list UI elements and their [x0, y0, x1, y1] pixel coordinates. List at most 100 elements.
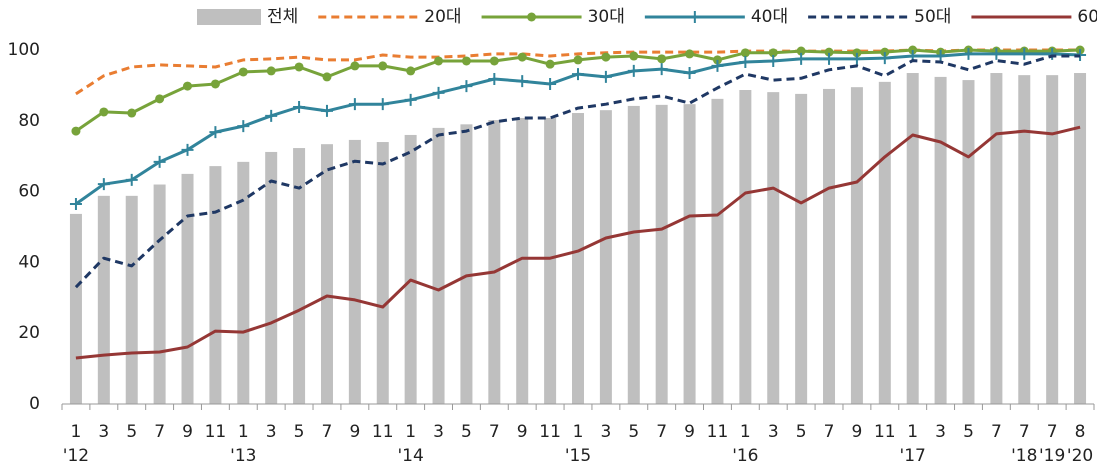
line-marker [181, 143, 194, 156]
line-marker [544, 77, 557, 90]
line-marker [655, 63, 668, 76]
line-marker [69, 197, 82, 210]
x-tick-label: 8 [1075, 422, 1086, 442]
year-label: '13 [230, 446, 256, 466]
line-marker [712, 55, 722, 65]
line-marker [293, 100, 306, 113]
bar [181, 173, 194, 404]
line-marker [657, 54, 667, 64]
line-marker [125, 173, 138, 186]
year-label: '19 [1039, 446, 1065, 466]
line-marker [461, 56, 471, 66]
bar [683, 104, 696, 405]
bar [850, 87, 863, 405]
x-tick-label: 5 [796, 422, 807, 442]
x-tick-label: 9 [517, 422, 528, 442]
line-marker [908, 45, 918, 55]
bar [153, 184, 166, 404]
x-tick-label: 11 [707, 422, 729, 442]
line-marker [153, 155, 166, 168]
line-marker [572, 68, 584, 81]
line-marker [489, 56, 499, 66]
legend-label: 40대 [751, 7, 788, 27]
x-tick-label: 1 [740, 422, 751, 442]
bar [711, 98, 724, 405]
line-marker [688, 11, 701, 23]
x-tick-label: 3 [98, 422, 109, 442]
line-series [75, 125, 1081, 360]
bar [488, 120, 501, 404]
year-label: '20 [1067, 446, 1093, 466]
line-marker [880, 47, 890, 57]
bar [990, 73, 1003, 404]
x-tick-label: 1 [238, 422, 249, 442]
year-label: '16 [732, 446, 758, 466]
line-marker [1018, 47, 1031, 60]
bar [1046, 75, 1059, 404]
line-marker [878, 52, 891, 65]
x-tick-label: 9 [684, 422, 695, 442]
legend-item: 전체 [197, 7, 298, 27]
bar [348, 139, 361, 404]
line-marker [990, 47, 1003, 60]
y-tick-label: 60 [18, 182, 40, 202]
year-label: '18 [1011, 446, 1037, 466]
line-marker [599, 70, 612, 83]
x-tick-label: 3 [768, 422, 779, 442]
line-marker [824, 47, 834, 57]
bar [404, 134, 417, 404]
x-tick-label: 5 [294, 422, 305, 442]
line-marker [460, 80, 473, 93]
bar [767, 92, 780, 404]
x-tick-label: 1 [405, 422, 416, 442]
legend-item: 30대 [481, 7, 625, 27]
x-tick-label: 1 [907, 422, 918, 442]
line-marker [573, 55, 583, 65]
line-marker [767, 54, 780, 67]
x-tick-label: 7 [154, 422, 165, 442]
x-tick-label: 5 [461, 422, 472, 442]
bar [320, 144, 333, 404]
x-tick-label: 11 [874, 422, 896, 442]
legend-item: 60대+ [971, 7, 1097, 27]
bar [432, 127, 445, 404]
bar [823, 88, 836, 404]
legend: 전체 20대 30대 40대 50대 60대+ [197, 7, 1097, 27]
bar [209, 166, 222, 404]
bar [572, 113, 584, 405]
legend-swatch [197, 9, 261, 25]
line-marker [183, 81, 193, 91]
line-marker [322, 72, 332, 82]
line-marker [768, 48, 778, 58]
line-marker [711, 59, 724, 72]
bar [544, 117, 557, 404]
x-tick-label: 7 [991, 422, 1002, 442]
x-tick-label: 7 [824, 422, 835, 442]
line-marker [348, 98, 361, 111]
bar [293, 148, 306, 404]
bar [934, 76, 947, 405]
line-marker [739, 56, 752, 69]
x-tick-label: 5 [963, 422, 974, 442]
line-marker [155, 94, 165, 104]
x-tick-label: 1 [71, 422, 82, 442]
x-tick-label: 9 [852, 422, 863, 442]
x-tick-label: 3 [433, 422, 444, 442]
line-marker [823, 52, 836, 65]
x-tick-label: 3 [266, 422, 277, 442]
year-label: '17 [900, 446, 926, 466]
y-tick-label: 80 [18, 111, 40, 131]
legend-item: 50대 [808, 7, 951, 27]
legend-label: 전체 [267, 7, 298, 27]
line-marker [350, 61, 360, 71]
x-tick-label: 11 [205, 422, 227, 442]
bar [460, 124, 473, 404]
bar [237, 161, 250, 404]
line-marker [1046, 47, 1059, 60]
line-marker [266, 66, 276, 76]
x-tick-label: 9 [349, 422, 360, 442]
line-marker [406, 66, 416, 76]
bar [906, 73, 919, 404]
bar [627, 105, 640, 404]
